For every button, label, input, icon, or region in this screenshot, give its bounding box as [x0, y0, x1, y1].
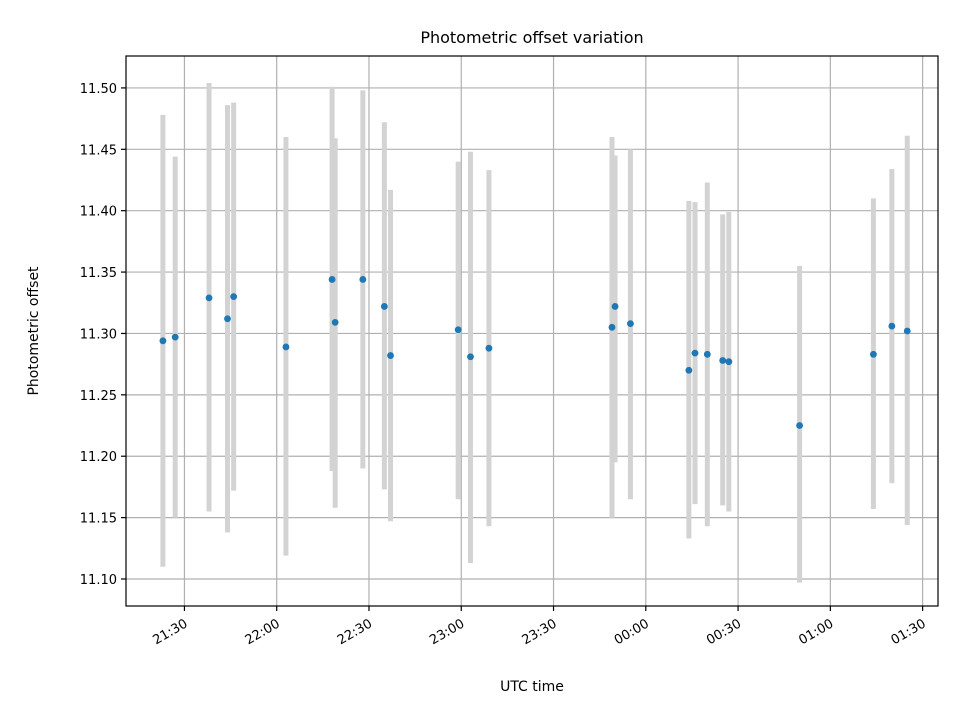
- data-point: [159, 337, 167, 345]
- data-point: [380, 303, 388, 310]
- data-point: [719, 357, 727, 364]
- y-tick-label: 11.40: [80, 205, 117, 220]
- point-layer: [159, 276, 911, 429]
- data-point: [224, 315, 231, 323]
- y-tick-label: 11.50: [80, 82, 117, 97]
- data-point: [230, 293, 238, 301]
- y-axis-title: Photometric offset: [26, 266, 42, 396]
- data-point: [703, 350, 711, 358]
- data-point: [685, 366, 693, 374]
- data-point: [796, 422, 803, 429]
- data-point: [387, 352, 394, 359]
- data-point: [359, 276, 367, 283]
- data-point: [608, 323, 616, 331]
- data-point: [691, 349, 699, 357]
- y-tick-label: 11.20: [80, 450, 117, 465]
- y-tick-label: 11.35: [80, 266, 117, 281]
- y-tick-label: 11.10: [80, 573, 117, 588]
- x-axis-title: UTC time: [500, 679, 564, 695]
- y-tick-label: 11.15: [80, 512, 117, 527]
- grid-layer: [126, 56, 938, 606]
- plot-frame: [125, 55, 939, 607]
- data-point: [467, 353, 474, 361]
- data-point: [328, 276, 336, 283]
- data-point: [611, 303, 619, 310]
- data-point: [331, 319, 339, 326]
- data-point: [205, 294, 213, 302]
- data-point: [870, 350, 877, 358]
- data-point: [171, 333, 179, 341]
- data-point: [725, 358, 733, 366]
- chart-title: Photometric offset variation: [420, 28, 643, 47]
- y-tick-label: 11.30: [80, 327, 117, 342]
- y-tick-label: 11.45: [80, 143, 117, 158]
- y-tick-label: 11.25: [80, 389, 117, 404]
- data-point: [485, 344, 493, 352]
- data-point: [888, 322, 896, 330]
- data-point: [454, 326, 462, 334]
- data-point: [903, 327, 911, 335]
- data-point: [282, 343, 290, 351]
- data-point: [627, 320, 634, 328]
